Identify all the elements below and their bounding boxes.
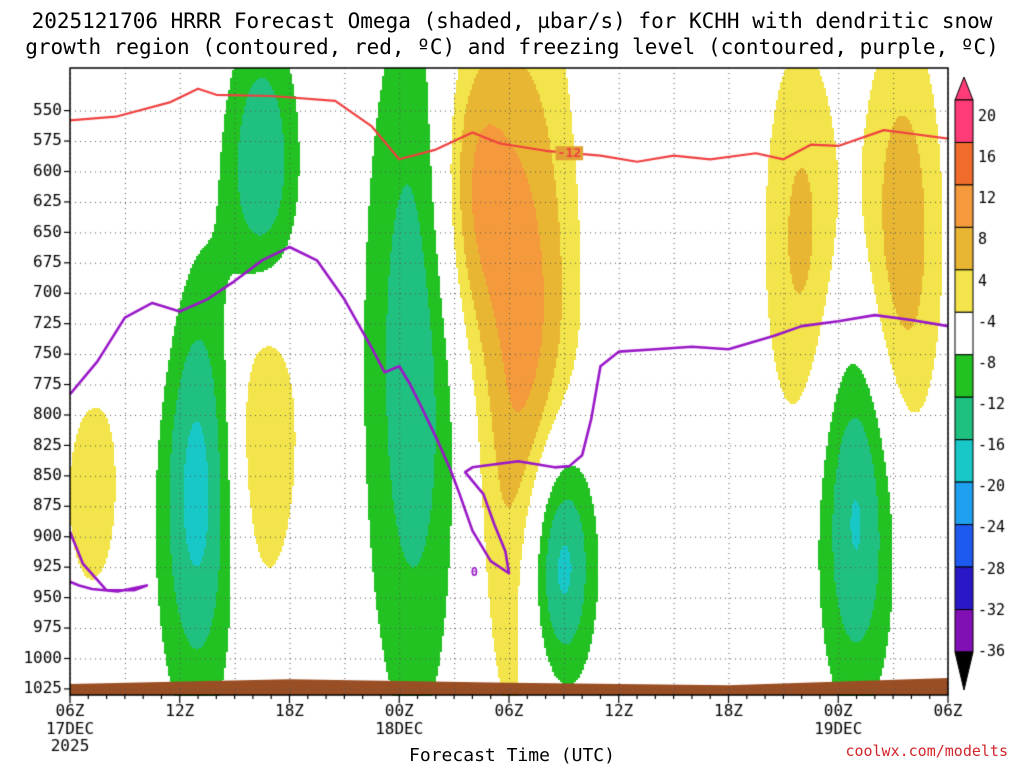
credit-text: coolwx.com/modelts [845,742,1008,760]
x-axis-label: Forecast Time (UTC) [409,745,615,766]
chart-title-line2: growth region (contoured, red, ºC) and f… [25,35,999,59]
chart-title-line1: 2025121706 HRRR Forecast Omega (shaded, … [31,9,993,33]
